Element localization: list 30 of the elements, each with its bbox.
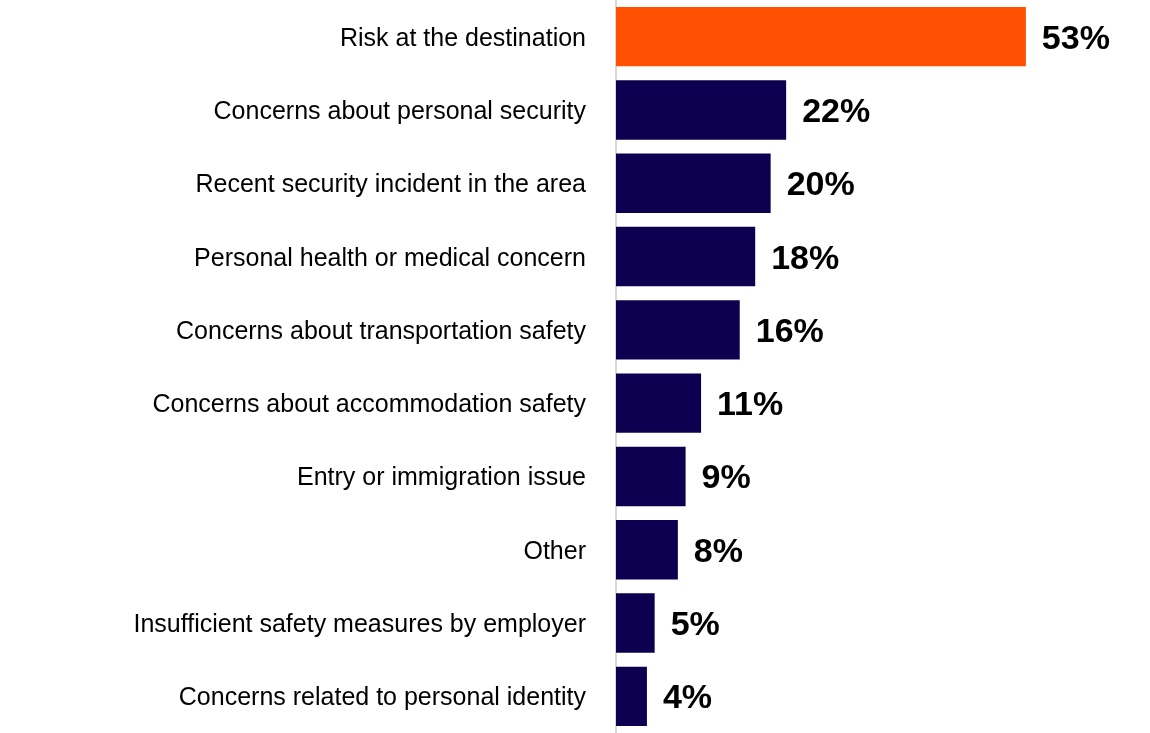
- bar: [616, 6, 1026, 67]
- bar: [616, 520, 678, 580]
- bar: [616, 300, 740, 360]
- y-tick-label: Risk at the destination: [340, 22, 586, 51]
- data-label: 18%: [771, 237, 840, 276]
- bar: [616, 373, 702, 433]
- y-tick-label: Concerns about personal security: [213, 95, 587, 124]
- y-tick-label: Entry or immigration issue: [297, 462, 586, 491]
- y-tick-label: Concerns related to personal identity: [178, 682, 587, 711]
- data-label: 9%: [701, 457, 751, 496]
- y-tick-label: Recent security incident in the area: [195, 169, 587, 198]
- bar: [616, 593, 655, 653]
- bar: [616, 226, 756, 287]
- data-label: 8%: [693, 530, 744, 569]
- data-label: 11%: [717, 384, 784, 423]
- data-label: 5%: [670, 604, 720, 643]
- y-tick-label: Concerns about transportation safety: [176, 315, 587, 344]
- y-tick-label: Insufficient safety measures by employer: [133, 609, 586, 638]
- data-label: 16%: [755, 310, 824, 349]
- data-label: 20%: [786, 164, 855, 203]
- data-label: 4%: [662, 677, 713, 716]
- bar: [616, 80, 787, 140]
- y-tick-label: Concerns about accommodation safety: [152, 389, 587, 418]
- bar: [616, 153, 771, 213]
- data-label: 22%: [802, 90, 871, 129]
- bar: [616, 666, 647, 727]
- data-label: 53%: [1041, 17, 1110, 56]
- bar: [616, 446, 686, 507]
- y-tick-label: Other: [523, 535, 586, 564]
- y-tick-label: Personal health or medical concern: [194, 242, 586, 271]
